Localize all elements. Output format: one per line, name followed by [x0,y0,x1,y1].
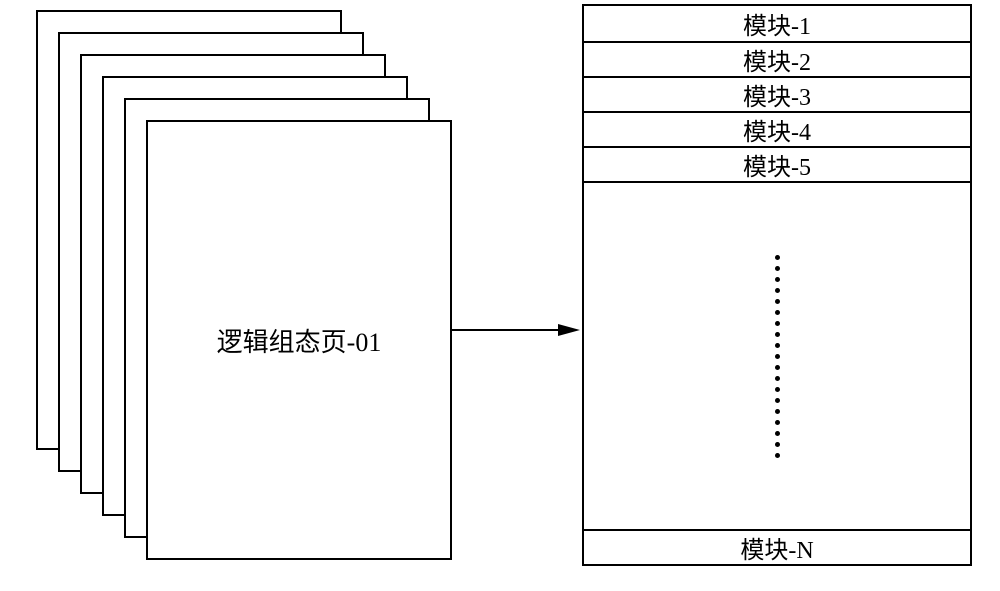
front-page-label: 逻辑组态页-01 [217,322,382,359]
page-stack-front: 逻辑组态页-01 [146,120,452,560]
diagram-canvas: 逻辑组态页-01 模块-1 模块-2 模块-3 模块-4 模块-5 [0,0,1000,591]
table-row: 模块-N [584,529,970,564]
arrow-icon [452,318,580,342]
table-row: 模块-1 [584,6,970,41]
module-label: 模块-2 [743,42,811,77]
table-row: 模块-3 [584,76,970,111]
module-label: 模块-N [740,530,813,565]
table-row: 模块-2 [584,41,970,76]
module-label: 模块-5 [743,147,811,182]
module-label: 模块-3 [743,77,811,112]
vertical-ellipsis-icon [775,255,780,458]
table-spacer [584,181,970,529]
module-label: 模块-4 [743,112,811,147]
module-table: 模块-1 模块-2 模块-3 模块-4 模块-5 模块-N [582,4,972,566]
table-row: 模块-4 [584,111,970,146]
table-row: 模块-5 [584,146,970,181]
module-label: 模块-1 [743,6,811,41]
